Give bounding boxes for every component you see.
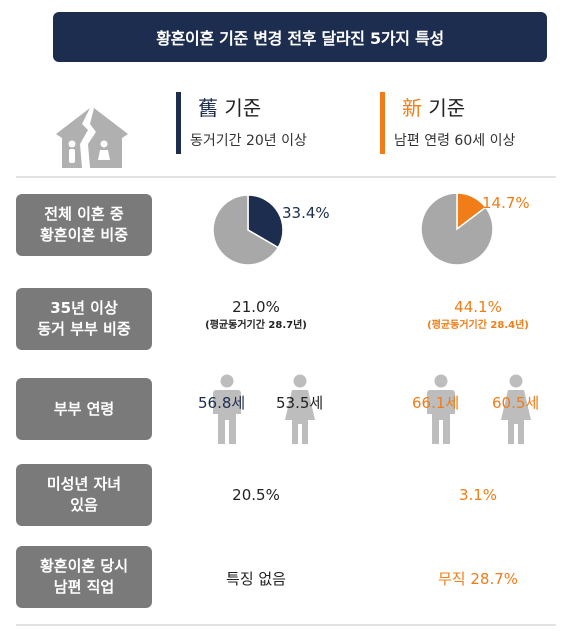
age-old-husband: 56.8세 — [198, 394, 246, 412]
pie-chart-new — [420, 192, 494, 266]
old-criteria-bar — [176, 92, 181, 154]
footer-divider — [16, 624, 556, 626]
age-old-wife: 53.5세 — [276, 394, 324, 412]
row-label-husband-job: 황혼이혼 당시 남편 직업 — [16, 546, 152, 608]
row-label-age: 부부 연령 — [16, 378, 152, 440]
minor-children-old: 20.5% — [232, 486, 280, 504]
old-criteria-title: 舊 기준 — [198, 96, 262, 120]
woman-icon — [501, 374, 531, 444]
row-label-long-cohab: 35년 이상 동거 부부 비중 — [16, 288, 152, 350]
husband-job-new: 무직 28.7% — [437, 570, 519, 588]
pie-old-label: 33.4% — [282, 204, 330, 222]
pie-old-slice-other — [212, 194, 280, 266]
pie-new-slice-other — [420, 192, 494, 266]
minor-children-new: 3.1% — [458, 486, 498, 504]
age-new-wife: 60.5세 — [492, 394, 540, 412]
new-criteria-desc: 남편 연령 60세 이상 — [394, 133, 516, 149]
broken-house-icon — [56, 108, 128, 168]
long-cohab-new: 44.1% (평균동거기간 28.4년) — [427, 298, 529, 331]
new-criteria-title: 新 기준 — [402, 96, 466, 120]
header-divider — [16, 176, 556, 178]
old-criteria-desc: 동거기간 20년 이상 — [190, 133, 307, 149]
page-title: 황혼이혼 기준 변경 전후 달라진 5가지 특성 — [53, 12, 547, 62]
long-cohab-old: 21.0% (평균동거기간 28.7년) — [205, 298, 307, 331]
man-icon — [213, 374, 241, 444]
row-label-share: 전체 이혼 중 황혼이혼 비중 — [16, 194, 152, 256]
row-label-minor-children: 미성년 자녀 있음 — [16, 464, 152, 526]
new-criteria-bar — [380, 92, 385, 154]
pie-chart-old — [212, 194, 284, 266]
man-icon — [427, 374, 455, 444]
age-new-husband: 66.1세 — [412, 394, 460, 412]
husband-job-old: 특징 없음 — [226, 570, 286, 588]
pie-new-label: 14.7% — [482, 194, 530, 212]
woman-icon — [285, 374, 315, 444]
